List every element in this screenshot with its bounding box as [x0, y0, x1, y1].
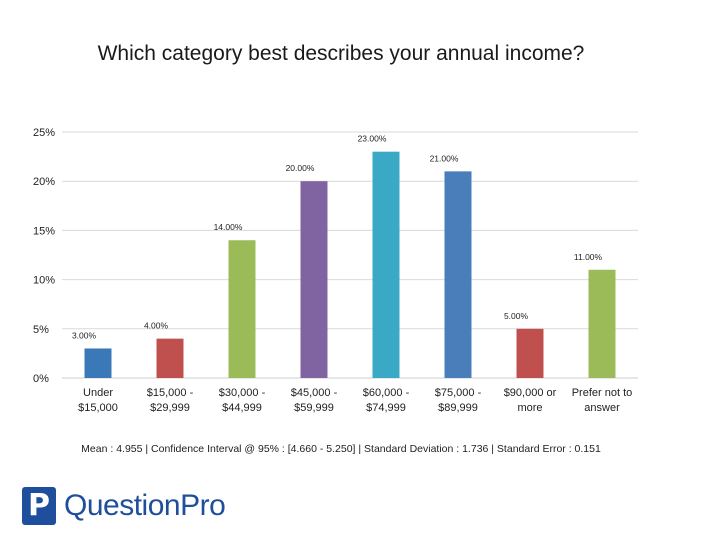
data-label: 21.00% — [430, 153, 459, 163]
data-label: 3.00% — [72, 330, 97, 340]
y-tick-label: 25% — [33, 127, 55, 139]
questionpro-logo: P QuestionPro — [22, 486, 226, 526]
x-tick-label: $74,999 — [366, 402, 406, 414]
x-tick-label: $29,999 — [150, 402, 190, 414]
bar — [516, 328, 544, 378]
statistics-summary: Mean : 4.955 | Confidence Interval @ 95%… — [81, 443, 601, 455]
logo-mark-icon: P — [22, 487, 56, 525]
y-tick-label: 10% — [33, 275, 55, 287]
x-tick-label: $15,000 — [78, 402, 118, 414]
x-tick-label: $90,000 or — [504, 387, 557, 399]
bar — [84, 348, 112, 378]
data-label: 14.00% — [214, 222, 243, 232]
x-tick-label: more — [517, 402, 542, 414]
data-labels: 3.00% 4.00% 14.00% 20.00% 23.00% 21.00% 5.00% 1… — [72, 134, 603, 341]
logo-text: QuestionPro — [64, 489, 226, 522]
bar — [372, 151, 400, 378]
x-tick-label: $75,000 - — [435, 387, 482, 399]
chart-title: Which category best describes your annua… — [97, 42, 585, 65]
x-tick-label: $89,999 — [438, 402, 478, 414]
x-tick-label: Prefer not to — [572, 387, 633, 399]
bars — [84, 151, 616, 378]
gridlines — [62, 131, 638, 379]
x-tick-label: $44,999 — [222, 402, 262, 414]
bar — [444, 171, 472, 378]
x-tick-label: answer — [584, 402, 620, 414]
bar — [300, 181, 328, 378]
x-tick-label: $45,000 - — [291, 387, 338, 399]
x-tick-label: $59,999 — [294, 402, 334, 414]
bar — [156, 338, 184, 378]
data-label: 4.00% — [144, 321, 169, 331]
data-label: 20.00% — [286, 163, 315, 173]
x-tick-label: $15,000 - — [147, 387, 194, 399]
y-tick-label: 0% — [33, 373, 49, 385]
x-tick-label: $60,000 - — [363, 387, 410, 399]
y-tick-label: 5% — [33, 324, 49, 336]
data-label: 23.00% — [358, 134, 387, 144]
bar — [228, 240, 256, 378]
y-axis-ticks: 0% 5% 10% 15% 20% 25% — [33, 127, 55, 385]
x-tick-label: Under — [83, 387, 113, 399]
bar — [588, 269, 616, 378]
y-tick-label: 20% — [33, 176, 55, 188]
x-tick-label: $30,000 - — [219, 387, 266, 399]
data-label: 5.00% — [504, 311, 529, 321]
x-axis-ticks: Under $15,000 $15,000 - $29,999 $30,000 - $44… — [78, 387, 632, 414]
data-label: 11.00% — [574, 252, 603, 262]
bar-chart: 0% 5% 10% 15% 20% 25% 3.00% 4.00% 14.00% 20.00% 2… — [33, 127, 638, 414]
y-tick-label: 15% — [33, 225, 55, 237]
